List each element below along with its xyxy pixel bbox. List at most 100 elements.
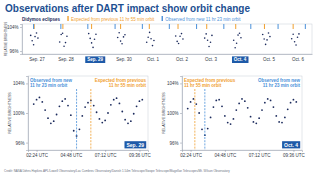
axis-title: RELATIVE BRIGHTNESS [8, 92, 12, 134]
annotation-line-text: 11 hr 55 min orbit [109, 83, 147, 88]
tick-mark [71, 150, 72, 152]
highlight-box [85, 56, 105, 63]
point [227, 122, 229, 124]
panel-title-box [124, 141, 146, 148]
point [236, 42, 238, 44]
panel-title: Oct. 4 [284, 142, 298, 148]
eclipse-marker [206, 24, 207, 29]
point [141, 99, 143, 101]
point [146, 42, 148, 44]
tick: Sep. 28 [58, 54, 74, 62]
point [34, 36, 36, 38]
panel-title: Sep. 29 [126, 142, 144, 148]
point [182, 38, 184, 40]
point [213, 106, 215, 108]
tick-label: 104% [7, 25, 19, 30]
point [190, 101, 192, 103]
tick-mark [26, 113, 28, 114]
point [210, 117, 212, 119]
point [94, 39, 96, 41]
tick-mark [259, 150, 260, 152]
point [295, 101, 297, 103]
chart-root: Observations after DART impact show orbi… [0, 0, 320, 180]
point [121, 43, 123, 45]
annotation-marker [194, 89, 195, 150]
point [119, 102, 121, 104]
point [47, 117, 49, 119]
point [233, 39, 235, 41]
point [235, 109, 237, 111]
legend-item: Observed from new 11 hr 23 min orbit [162, 16, 241, 22]
point [292, 33, 294, 35]
point [147, 36, 149, 38]
tick-label: 96% [9, 49, 18, 54]
annotation-label: Observed from new11 hr 23 min orbit [30, 78, 73, 88]
tick: Oct. 1 [147, 54, 160, 62]
point [275, 115, 277, 117]
credit: Credit: NASA/Johns Hopkins APL/Lowell Ob… [4, 169, 230, 173]
point [153, 40, 155, 42]
point [179, 36, 181, 38]
point [239, 33, 241, 35]
point [195, 103, 197, 105]
point [107, 112, 109, 114]
point [59, 41, 61, 43]
point [294, 41, 296, 43]
point [204, 37, 206, 39]
point [244, 100, 246, 102]
tick: 07:12 UTC [95, 150, 118, 158]
plot-frame [28, 76, 148, 150]
point [50, 122, 52, 124]
point [120, 40, 122, 42]
axis: 104%100%96% [167, 77, 183, 151]
marks [187, 89, 297, 150]
eclipse-marker [250, 24, 251, 29]
tick: Sep. 30 [116, 54, 132, 62]
tick-mark [180, 143, 182, 144]
point [60, 34, 62, 36]
eclipse-marker [293, 24, 294, 29]
point [262, 34, 264, 36]
point [62, 33, 64, 35]
point [36, 99, 38, 101]
point [124, 34, 126, 36]
tick-mark [139, 150, 140, 152]
axis-line [20, 25, 23, 55]
point [193, 98, 195, 100]
tick-mark [180, 113, 182, 114]
tick-label: Sep. 29 [87, 57, 103, 62]
tick-label: Oct. 4 [234, 57, 247, 62]
point [91, 42, 93, 44]
point [33, 44, 35, 46]
panel: 104%100%96%02:24 UTC04:48 UTC07:12 UTC09… [8, 76, 152, 158]
point [89, 38, 91, 40]
point [240, 37, 242, 39]
point [273, 106, 275, 108]
tick-label: 02:24 UTC [26, 153, 49, 158]
tick: 09:36 UTC [283, 150, 306, 158]
annotation-marker [76, 89, 77, 150]
point [230, 123, 232, 125]
annotation-line-text: 11 hr 23 min orbit [263, 83, 301, 88]
point [267, 98, 269, 100]
point [198, 112, 200, 114]
tick: 09:36 UTC [129, 150, 152, 158]
tick: 02:24 UTC [180, 150, 203, 158]
point [110, 104, 112, 106]
annotation-marker [90, 89, 91, 150]
point [297, 36, 299, 38]
eclipse-marker [87, 24, 88, 29]
point [207, 39, 209, 41]
axis: 104%100%96% [13, 77, 29, 151]
eclipse-marker [60, 24, 61, 29]
point [53, 120, 55, 122]
highlight-box [232, 56, 249, 63]
point [150, 38, 152, 40]
legend-item: Expected from previous 11 hr 55 min orbi… [68, 16, 155, 22]
eclipse-marker [149, 24, 150, 29]
point [211, 35, 213, 37]
point [293, 99, 295, 101]
point [67, 105, 69, 107]
legend-marker [67, 16, 68, 21]
axis-line [26, 77, 29, 151]
